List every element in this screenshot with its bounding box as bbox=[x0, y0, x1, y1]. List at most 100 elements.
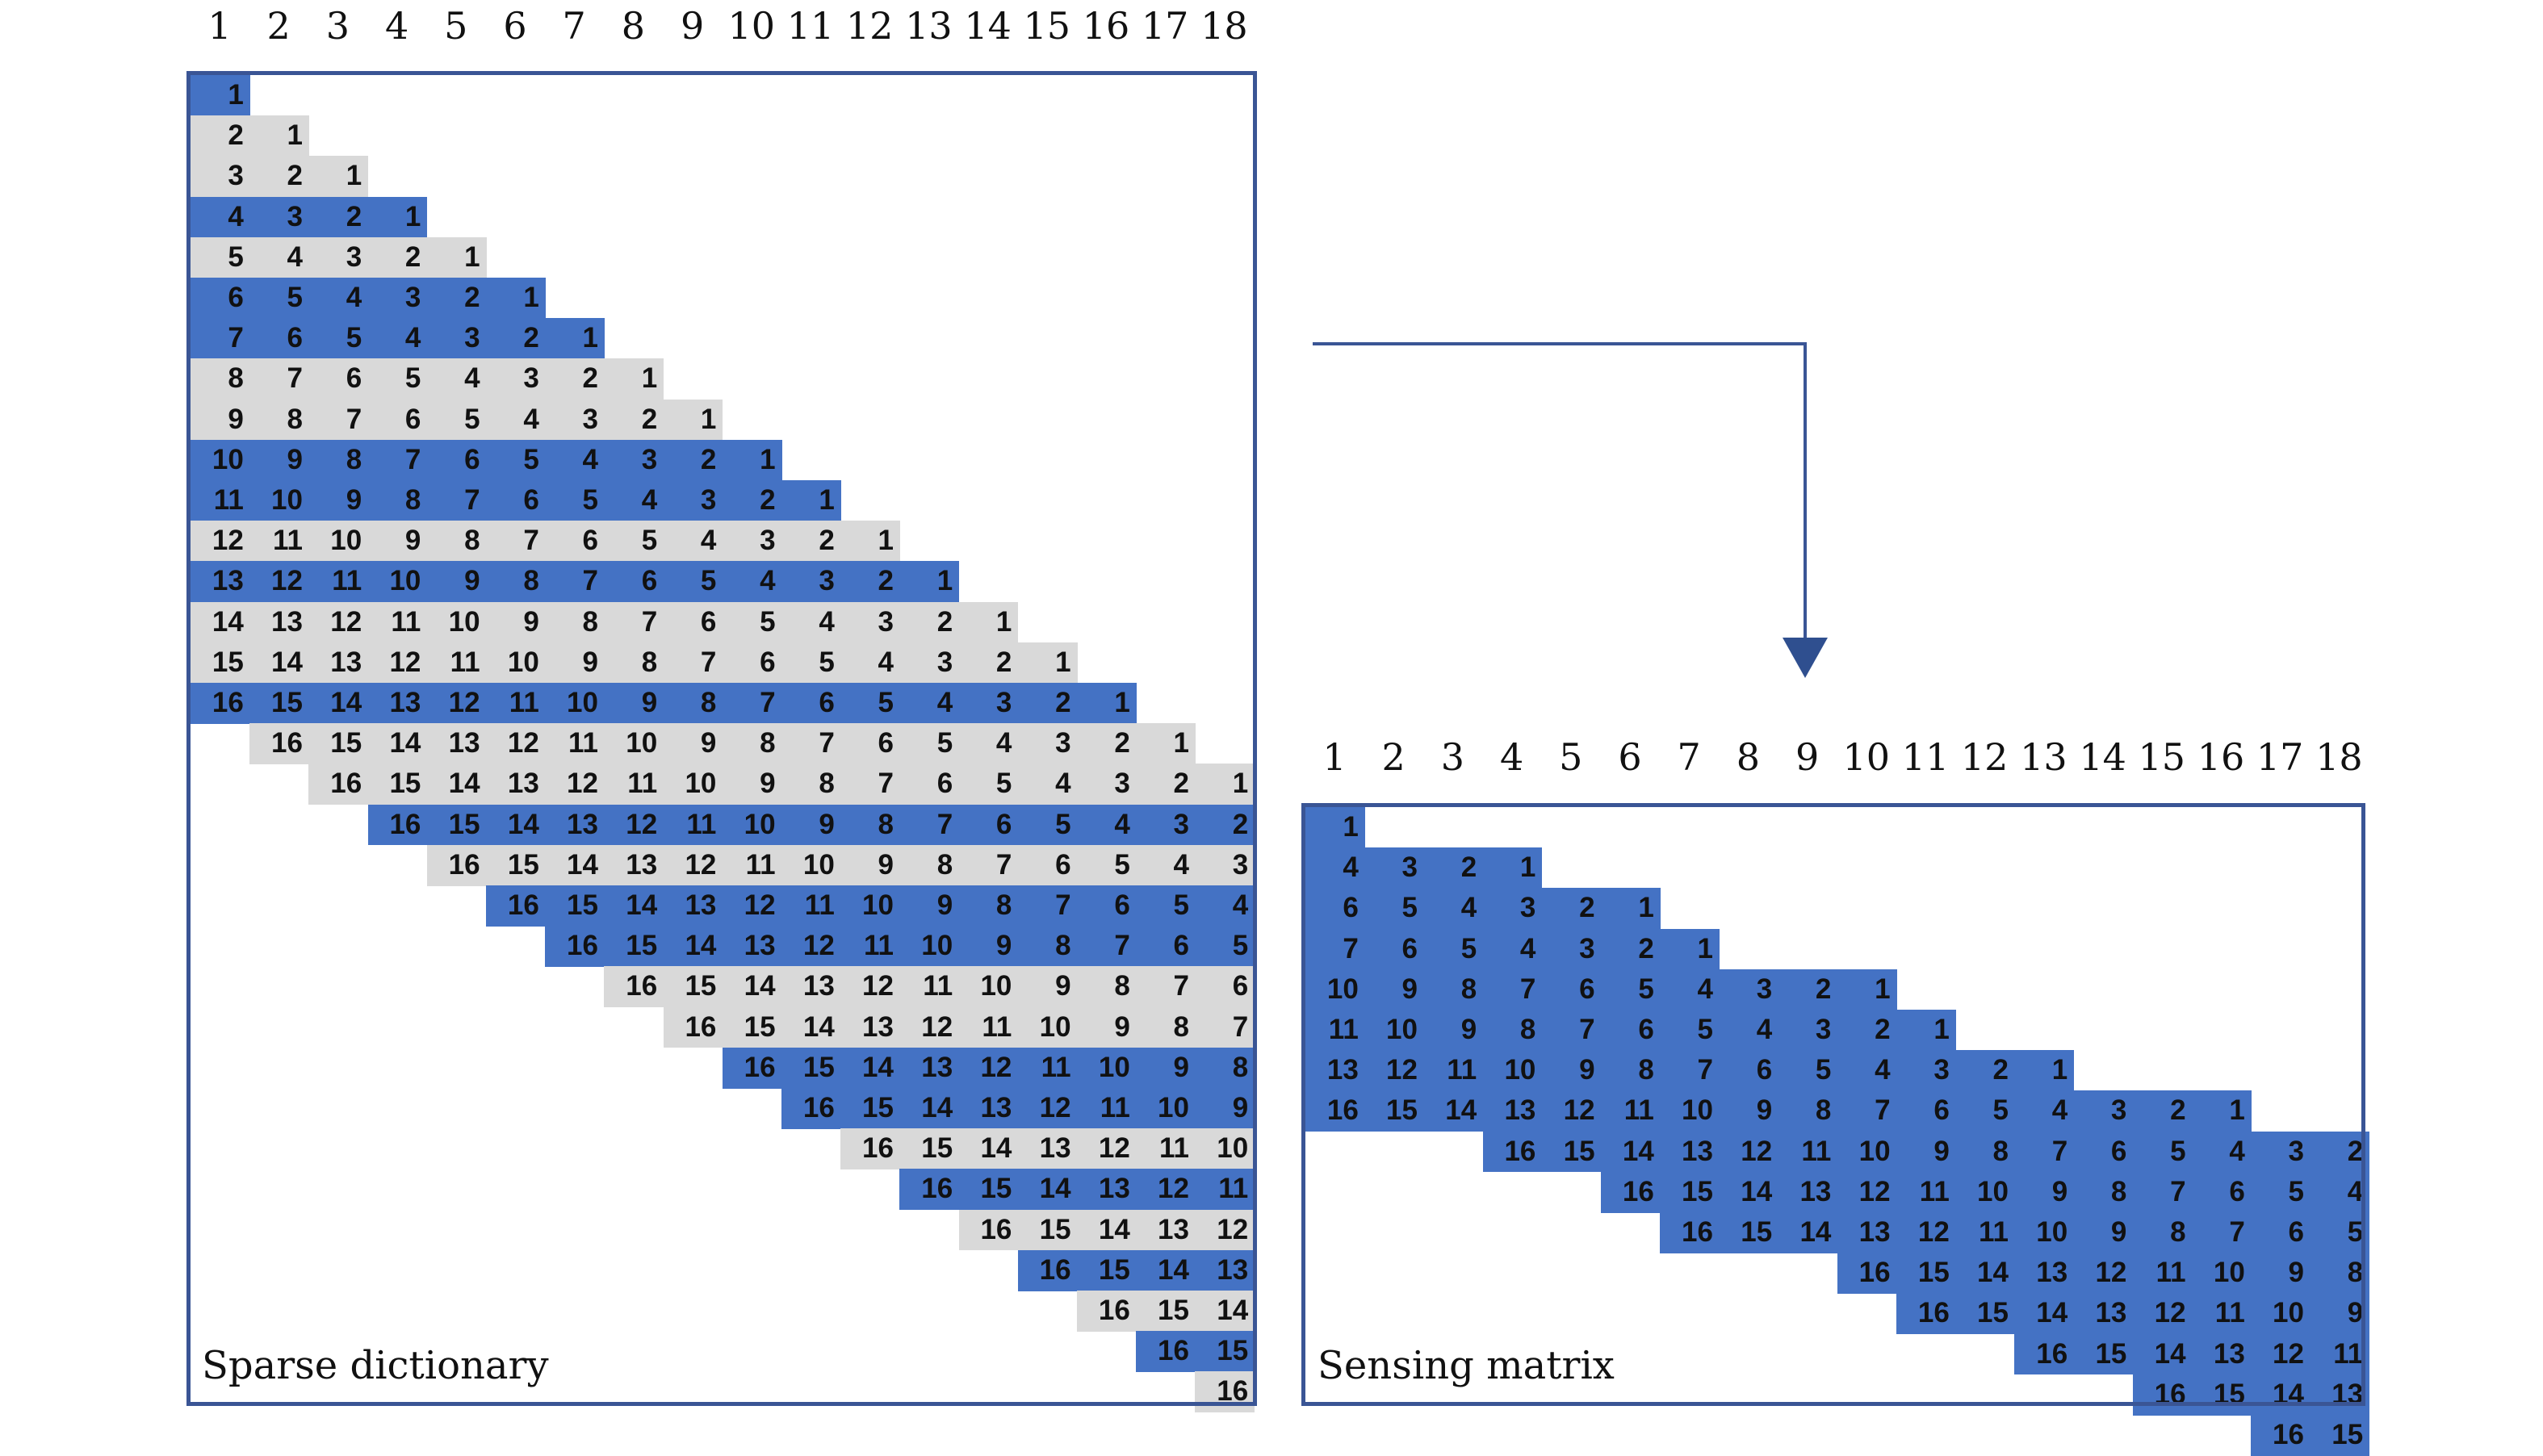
sensing-cell: 12 bbox=[1719, 1131, 1779, 1173]
selected-cell: 4 bbox=[1195, 885, 1255, 927]
selected-cell: 7 bbox=[426, 480, 487, 521]
selected-cell: 14 bbox=[308, 683, 369, 724]
dictionary-cell: 13 bbox=[840, 1006, 900, 1048]
selected-cell: 12 bbox=[958, 1047, 1019, 1089]
selected-cell: 2 bbox=[722, 480, 782, 521]
sensing-cell: 11 bbox=[1423, 1050, 1484, 1091]
sensing-cell: 1 bbox=[1305, 807, 1365, 848]
left-column-number: 13 bbox=[905, 4, 953, 48]
dictionary-cell: 10 bbox=[663, 764, 723, 805]
sensing-cell: 9 bbox=[2073, 1212, 2134, 1253]
selected-cell: 7 bbox=[367, 439, 428, 481]
left-column-number: 10 bbox=[727, 4, 776, 48]
right-column-number: 7 bbox=[1677, 735, 1701, 779]
sensing-cell: 11 bbox=[2132, 1253, 2193, 1294]
selected-cell: 1 bbox=[191, 75, 250, 116]
selected-cell: 7 bbox=[1077, 926, 1137, 967]
selected-cell: 8 bbox=[367, 480, 428, 521]
dictionary-cell: 6 bbox=[367, 399, 428, 441]
dictionary-cell: 3 bbox=[191, 156, 250, 198]
selected-cell: 4 bbox=[191, 196, 250, 238]
sensing-cell: 16 bbox=[1660, 1212, 1720, 1253]
selected-cell: 13 bbox=[663, 885, 723, 927]
sensing-cell: 9 bbox=[1364, 969, 1424, 1010]
selected-cell: 5 bbox=[486, 439, 546, 481]
selected-cell: 9 bbox=[1136, 1047, 1196, 1089]
right-column-number: 17 bbox=[2256, 735, 2304, 779]
selected-cell: 3 bbox=[426, 318, 487, 359]
dictionary-cell: 12 bbox=[899, 1006, 960, 1048]
sensing-cell: 2 bbox=[1778, 969, 1838, 1010]
sensing-cell: 3 bbox=[1364, 847, 1424, 889]
sensing-cell: 10 bbox=[1364, 1010, 1424, 1051]
selected-cell: 2 bbox=[840, 561, 900, 603]
left-column-number: 14 bbox=[964, 4, 1012, 48]
selected-cell: 14 bbox=[663, 926, 723, 967]
dictionary-cell: 12 bbox=[840, 966, 900, 1008]
dictionary-cell: 11 bbox=[249, 521, 309, 562]
selected-cell: 10 bbox=[1077, 1047, 1137, 1089]
sensing-cell: 4 bbox=[1305, 847, 1365, 889]
selected-cell: 16 bbox=[722, 1047, 782, 1089]
right-column-number: 5 bbox=[1559, 735, 1583, 779]
dictionary-cell: 6 bbox=[663, 601, 723, 643]
dictionary-cell: 9 bbox=[1017, 966, 1078, 1008]
left-column-number: 8 bbox=[621, 4, 646, 48]
selected-cell: 14 bbox=[840, 1047, 900, 1089]
dictionary-cell: 15 bbox=[191, 642, 250, 684]
right-column-number: 3 bbox=[1440, 735, 1465, 779]
selected-cell: 5 bbox=[1017, 804, 1078, 846]
left-column-number: 5 bbox=[444, 4, 468, 48]
sensing-cell: 5 bbox=[1423, 928, 1484, 970]
sensing-cell: 3 bbox=[1719, 969, 1779, 1010]
sensing-cell: 13 bbox=[2073, 1293, 2134, 1335]
sensing-cell: 16 bbox=[1305, 1090, 1365, 1132]
sensing-cell: 6 bbox=[1364, 928, 1424, 970]
sensing-cell: 5 bbox=[1660, 1010, 1720, 1051]
sensing-cell: 16 bbox=[2014, 1333, 2075, 1375]
sensing-cell: 8 bbox=[2132, 1212, 2193, 1253]
dictionary-cell: 1 bbox=[1136, 723, 1196, 764]
sensing-cell: 6 bbox=[1541, 969, 1602, 1010]
left-matrix-frame bbox=[186, 71, 1257, 1406]
dictionary-cell: 13 bbox=[1136, 1209, 1196, 1251]
dictionary-cell: 9 bbox=[722, 764, 782, 805]
sensing-cell: 1 bbox=[1660, 928, 1720, 970]
left-column-number: 1 bbox=[207, 4, 232, 48]
sensing-cell: 7 bbox=[2192, 1212, 2252, 1253]
selected-cell: 10 bbox=[545, 683, 605, 724]
selected-cell: 2 bbox=[1017, 683, 1078, 724]
dictionary-cell: 8 bbox=[191, 358, 250, 400]
sensing-cell: 9 bbox=[2014, 1171, 2075, 1213]
sensing-cell: 1 bbox=[1601, 888, 1661, 930]
selected-cell: 15 bbox=[1077, 1249, 1137, 1291]
selected-cell: 7 bbox=[722, 683, 782, 724]
selected-cell: 16 bbox=[1017, 1249, 1078, 1291]
dictionary-cell: 4 bbox=[781, 601, 841, 643]
selected-cell: 6 bbox=[1136, 926, 1196, 967]
selection-connector bbox=[1313, 342, 1828, 678]
left-column-number: 15 bbox=[1023, 4, 1071, 48]
dictionary-cell: 13 bbox=[1017, 1128, 1078, 1169]
right-column-number: 12 bbox=[1960, 735, 2009, 779]
dictionary-cell: 9 bbox=[367, 521, 428, 562]
dictionary-cell: 6 bbox=[840, 723, 900, 764]
selected-cell: 7 bbox=[545, 561, 605, 603]
dictionary-cell: 9 bbox=[191, 399, 250, 441]
selected-cell: 4 bbox=[308, 278, 369, 319]
selected-cell: 12 bbox=[604, 804, 664, 846]
dictionary-cell: 12 bbox=[367, 642, 428, 684]
sensing-cell: 9 bbox=[1423, 1010, 1484, 1051]
sensing-cell: 2 bbox=[1541, 888, 1602, 930]
selected-cell: 1 bbox=[1077, 683, 1137, 724]
dictionary-cell: 14 bbox=[545, 844, 605, 886]
dictionary-cell: 15 bbox=[308, 723, 369, 764]
dictionary-cell: 5 bbox=[781, 642, 841, 684]
dictionary-cell: 5 bbox=[722, 601, 782, 643]
sensing-cell: 10 bbox=[2192, 1253, 2252, 1294]
sensing-cell: 4 bbox=[1837, 1050, 1897, 1091]
dictionary-cell: 16 bbox=[308, 764, 369, 805]
selected-cell: 3 bbox=[1136, 804, 1196, 846]
dictionary-cell: 15 bbox=[1017, 1209, 1078, 1251]
